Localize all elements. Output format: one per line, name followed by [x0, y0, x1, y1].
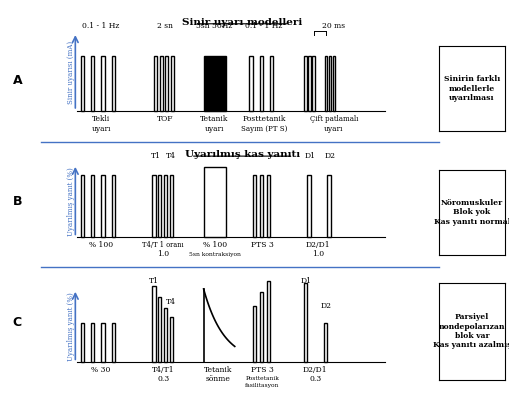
Bar — [152, 286, 156, 362]
Bar — [158, 175, 161, 237]
Text: D2: D2 — [321, 302, 332, 310]
Text: 5sn kontraksiyon: 5sn kontraksiyon — [189, 252, 241, 257]
Text: 1.0: 1.0 — [312, 250, 324, 258]
Text: % 30: % 30 — [91, 366, 110, 374]
Text: PTS 3: PTS 3 — [251, 241, 274, 249]
Text: uyarı: uyarı — [324, 125, 344, 133]
Bar — [327, 175, 331, 237]
Text: % 100: % 100 — [89, 241, 113, 249]
Bar — [111, 56, 115, 111]
Text: T4: T4 — [165, 152, 176, 160]
Bar — [160, 56, 163, 111]
Text: 0.1 - 1 Hz: 0.1 - 1 Hz — [245, 22, 283, 30]
Bar — [253, 175, 257, 237]
Bar — [154, 56, 157, 111]
Text: 0.1 - 1 Hz: 0.1 - 1 Hz — [82, 22, 120, 30]
Bar — [111, 175, 115, 237]
Bar — [171, 56, 174, 111]
Text: T4: T4 — [165, 299, 176, 307]
Text: sönme: sönme — [206, 375, 231, 383]
Bar — [165, 56, 168, 111]
Bar — [304, 56, 307, 111]
Text: 2 sn: 2 sn — [157, 22, 173, 30]
Bar — [324, 323, 327, 362]
Text: Uyarılmış yanıt (%): Uyarılmış yanıt (%) — [67, 167, 74, 236]
Text: Çift patlamalı: Çift patlamalı — [309, 115, 358, 123]
Text: uyarı: uyarı — [205, 125, 224, 133]
Text: Tekli: Tekli — [92, 115, 110, 123]
Bar — [91, 323, 94, 362]
Text: Tetanik: Tetanik — [201, 115, 229, 123]
Text: fasilitasyon: fasilitasyon — [245, 384, 279, 388]
Text: PTS 3: PTS 3 — [251, 366, 274, 374]
Text: Nöromuskuler
Blok yok
Kas yanıtı normal: Nöromuskuler Blok yok Kas yanıtı normal — [434, 199, 509, 226]
Bar — [329, 56, 331, 111]
Bar — [267, 281, 270, 362]
Bar — [260, 56, 263, 111]
Text: T1: T1 — [151, 152, 161, 160]
Text: Sayım (PT S): Sayım (PT S) — [241, 125, 287, 133]
Bar — [91, 175, 94, 237]
Text: 1.0: 1.0 — [157, 250, 169, 258]
Bar — [101, 323, 105, 362]
Text: uyarı: uyarı — [91, 125, 111, 133]
Text: Uyarılmış kas yanıtı: Uyarılmış kas yanıtı — [185, 150, 300, 160]
Bar — [249, 56, 252, 111]
Text: T1: T1 — [149, 277, 159, 285]
Text: % 100: % 100 — [203, 241, 227, 249]
Bar — [101, 175, 105, 237]
Bar — [158, 297, 161, 362]
Bar — [307, 175, 310, 237]
Bar — [164, 175, 167, 237]
Text: Parsiyel
nondepolarızan
blok var
Kas yanıtı azalmış: Parsiyel nondepolarızan blok var Kas yan… — [433, 314, 509, 349]
Bar — [152, 175, 156, 237]
Bar — [325, 56, 327, 111]
Bar — [204, 56, 225, 111]
Bar — [260, 175, 263, 237]
Bar — [253, 306, 257, 362]
Text: Posttetanik: Posttetanik — [245, 376, 279, 381]
Text: D2/D1: D2/D1 — [303, 366, 328, 374]
Text: 20 ms: 20 ms — [322, 22, 345, 30]
Text: D2: D2 — [325, 152, 335, 160]
Bar — [111, 323, 115, 362]
Text: Uyarılmış yanıt (%): Uyarılmış yanıt (%) — [67, 292, 74, 361]
Text: T4/T 1 oranı: T4/T 1 oranı — [143, 241, 184, 249]
Text: 0.3: 0.3 — [309, 375, 322, 383]
Text: Sinir uyarısı (mA): Sinir uyarısı (mA) — [67, 41, 74, 104]
Bar — [313, 56, 315, 111]
Text: D2/D1: D2/D1 — [306, 241, 331, 249]
Bar — [101, 56, 105, 111]
Bar — [170, 317, 173, 362]
Text: A: A — [13, 74, 22, 87]
Bar — [304, 283, 307, 362]
Bar — [204, 167, 225, 237]
Text: C: C — [13, 316, 22, 329]
Bar — [267, 175, 270, 237]
Text: B: B — [13, 195, 22, 208]
Bar — [81, 175, 84, 237]
Text: 0.3: 0.3 — [157, 375, 169, 383]
Text: Tetanik: Tetanik — [204, 366, 233, 374]
Bar — [332, 56, 335, 111]
Text: T4/T1: T4/T1 — [152, 366, 175, 374]
Text: Posttetanik: Posttetanik — [242, 115, 286, 123]
Bar — [164, 308, 167, 362]
Text: D1: D1 — [301, 277, 312, 285]
Text: Sinir uyarı modelleri: Sinir uyarı modelleri — [182, 18, 302, 27]
Bar — [81, 56, 84, 111]
Text: D1: D1 — [304, 152, 316, 160]
Bar — [81, 323, 84, 362]
Text: 5sn 50Hz: 5sn 50Hz — [196, 22, 233, 30]
Text: TOF: TOF — [157, 115, 174, 123]
Bar — [260, 292, 263, 362]
Bar — [91, 56, 94, 111]
Bar — [170, 175, 173, 237]
Bar — [308, 56, 311, 111]
Bar — [270, 56, 273, 111]
Text: Sinirin farklı
modellerle
uyarılması: Sinirin farklı modellerle uyarılması — [444, 75, 500, 102]
